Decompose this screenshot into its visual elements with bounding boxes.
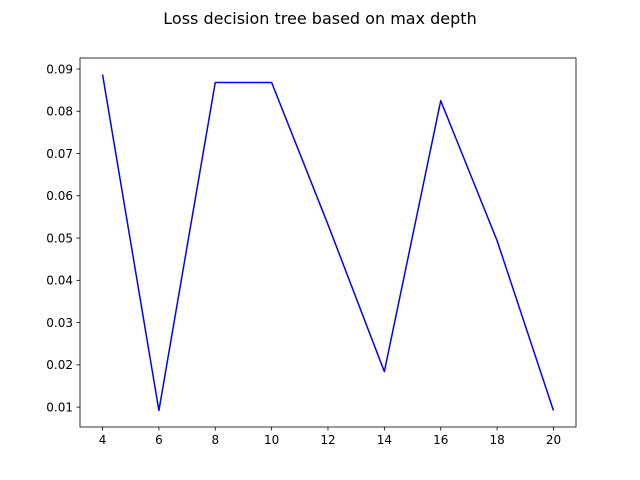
plot-area: [79, 57, 577, 428]
plot-frame: [79, 57, 577, 428]
x-tick-label: 20: [546, 433, 561, 447]
x-axis: 4 6 8 10 12 14 16 18 20: [99, 427, 561, 447]
y-tick-label: 0.01: [46, 400, 73, 414]
x-tick-label: 10: [264, 433, 279, 447]
y-tick-label: 0.03: [46, 316, 73, 330]
x-tick-label: 4: [99, 433, 107, 447]
y-tick-label: 0.06: [46, 189, 73, 203]
y-tick-label: 0.02: [46, 358, 73, 372]
x-tick-label: 18: [489, 433, 504, 447]
y-axis: 0.01 0.02 0.03 0.04 0.05 0.06 0.07 0.08 0.09: [46, 62, 80, 414]
y-tick-label: 0.09: [46, 62, 73, 76]
x-tick-label: 12: [320, 433, 335, 447]
y-tick-label: 0.07: [46, 147, 73, 161]
x-tick-label: 14: [377, 433, 392, 447]
y-tick-label: 0.05: [46, 231, 73, 245]
x-tick-label: 8: [211, 433, 219, 447]
chart-title: Loss decision tree based on max depth: [163, 9, 476, 28]
x-tick-label: 16: [433, 433, 448, 447]
x-tick-label: 6: [155, 433, 163, 447]
y-tick-label: 0.08: [46, 105, 73, 119]
series-line: [101, 74, 555, 412]
y-tick-label: 0.04: [46, 274, 73, 288]
series-layer: [101, 74, 555, 412]
